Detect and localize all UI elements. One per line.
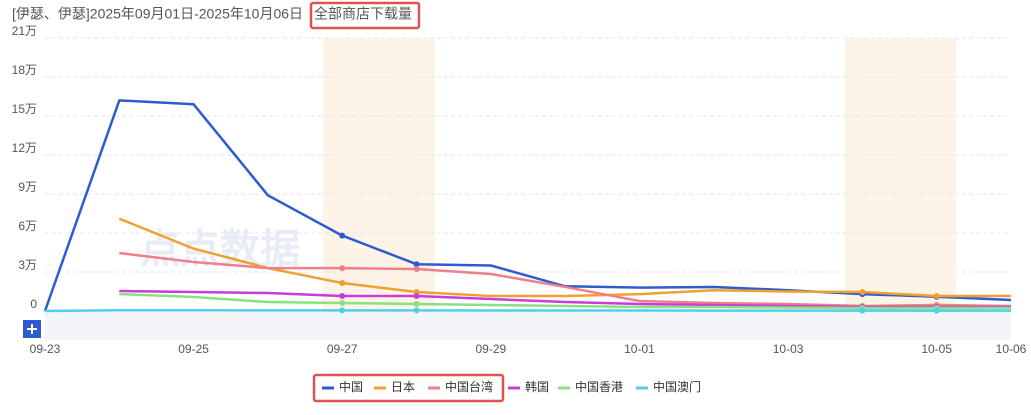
y-tick-label: 21万 [12, 24, 37, 38]
y-tick-label: 12万 [12, 141, 37, 155]
zoom-bar [45, 312, 1011, 340]
chart-metric: 全部商店下载量 [314, 6, 412, 22]
legend-item[interactable]: 中国 [322, 379, 363, 394]
x-tick-label: 09-23 [30, 342, 61, 356]
legend-label[interactable]: 中国香港 [575, 379, 623, 394]
x-tick-label: 10-03 [773, 342, 804, 356]
x-tick-label: 09-27 [327, 342, 358, 356]
data-point [339, 293, 346, 300]
zoom-button-icon[interactable] [27, 324, 37, 334]
y-tick-label: 3万 [18, 258, 37, 272]
y-tick-label: 15万 [12, 102, 37, 116]
chart-title: [伊瑟、伊瑟]2025年09月01日-2025年10月06日 [12, 6, 303, 22]
data-point [413, 307, 420, 314]
series-line [43, 99, 1012, 312]
zoom-button[interactable] [23, 320, 41, 338]
x-tick-label: 10-06 [996, 342, 1027, 356]
legend-item[interactable]: 日本 [374, 380, 415, 394]
y-tick-label: 6万 [18, 219, 37, 233]
data-point [413, 266, 420, 273]
highlight-box [309, 1, 421, 30]
series-line [44, 308, 1011, 313]
weekend-shade [845, 38, 956, 312]
legend-label[interactable]: 日本 [391, 380, 415, 394]
legend-label[interactable]: 中国 [339, 379, 363, 394]
y-tick-label: 18万 [12, 63, 37, 77]
x-tick-label: 10-01 [624, 342, 655, 356]
data-point [339, 299, 346, 306]
legend-label[interactable]: 中国台湾 [445, 379, 493, 394]
legend-item[interactable]: 中国香港 [558, 379, 623, 394]
legend-label[interactable]: 中国澳门 [653, 379, 701, 394]
x-tick-label: 10-05 [921, 342, 952, 356]
x-tick-label: 09-29 [475, 342, 506, 356]
data-point [339, 265, 346, 272]
data-point [413, 300, 420, 307]
data-point [859, 289, 866, 296]
data-point [413, 293, 420, 300]
y-tick-label: 9万 [18, 180, 37, 194]
legend-label[interactable]: 韩国 [525, 379, 549, 394]
data-point [339, 307, 346, 314]
y-tick-label: 0 [30, 297, 37, 311]
data-point [339, 232, 346, 239]
x-tick-label: 09-25 [178, 342, 209, 356]
legend-highlight-box [312, 373, 505, 403]
data-point [933, 293, 940, 300]
legend-item[interactable]: 韩国 [508, 379, 549, 394]
legend-item[interactable]: 中国台湾 [428, 379, 493, 394]
data-point [859, 307, 866, 314]
data-point [339, 280, 346, 287]
data-point [413, 261, 420, 268]
legend-item[interactable]: 中国澳门 [636, 379, 701, 394]
data-point [933, 307, 940, 314]
